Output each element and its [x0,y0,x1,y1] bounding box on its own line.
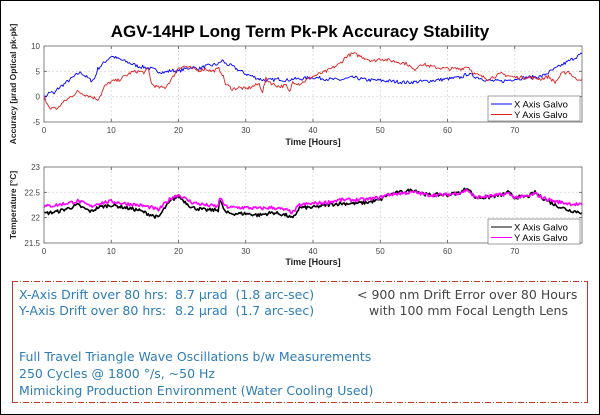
y-tick-label: 21.5 [24,239,40,248]
legend-label: Y Axis Galvo [514,110,568,121]
x-axis-label: Time [Hours] [285,257,340,267]
x-tick-label: 60 [443,247,452,256]
chart-title: AGV-14HP Long Term Pk-Pk Accuracy Stabil… [110,22,490,41]
drift-error-line2: with 100 mm Focal Length Lens [369,303,568,318]
x-tick-label: 30 [241,247,250,256]
x-tick-label: 10 [107,247,116,256]
y-tick-label: 0 [36,93,41,102]
y-tick-label: 22 [31,214,40,223]
note-oscillations: Full Travel Triangle Wave Oscillations b… [19,349,372,364]
y-tick-label: -5 [33,118,41,127]
x-tick-label: 0 [42,247,47,256]
axes-frame-0 [43,45,583,123]
x-tick-label: 40 [309,126,318,135]
x-tick-label: 70 [510,126,519,135]
y-axis-label: Accuracy [µrad Optical pk-pk] [8,24,18,145]
y-axis-label: Temperature [°C] [8,171,18,240]
x-tick-label: 0 [42,126,47,135]
series-line-y-axis-galvo [43,52,583,110]
x-tick-label: 50 [376,126,385,135]
x-tick-label: 20 [174,126,183,135]
x-tick-label: 40 [309,247,318,256]
y-tick-label: 23 [31,163,40,172]
x-tick-label: 20 [174,247,183,256]
y-tick-label: 5 [36,67,41,76]
y-drift-label: Y-Axis Drift over 80 hrs: [19,303,167,318]
note-environment: Mimicking Production Environment (Water … [19,383,374,398]
drift-error-line1: < 900 nm Drift Error over 80 Hours [357,287,578,302]
note-cycles: 250 Cycles @ 1800 °/s, ~50 Hz [19,366,215,381]
x-tick-label: 70 [510,247,519,256]
legend-label: X Axis Galvo [514,223,568,234]
legend-box [487,95,581,122]
y-drift-value: 8.2 µrad (1.7 arc-sec) [175,303,315,318]
x-tick-label: 10 [107,126,116,135]
series-line-y-axis-galvo [43,188,583,215]
x-drift-value: 8.7 µrad (1.8 arc-sec) [175,287,315,302]
x-tick-label: 60 [443,126,452,135]
x-axis-label: Time [Hours] [285,137,340,147]
x-tick-label: 30 [241,126,250,135]
legend-box [487,218,581,245]
series-line-x-axis-galvo [43,52,583,102]
legend-label: Y Axis Galvo [514,233,568,244]
axes-frame-1 [43,166,583,244]
y-tick-label: 10 [31,42,40,51]
x-tick-label: 50 [376,247,385,256]
info-box: X-Axis Drift over 80 hrs: 8.7 µrad (1.8 … [12,281,588,403]
legend-label: X Axis Galvo [514,100,568,111]
y-tick-label: 22.5 [24,188,40,197]
x-drift-label: X-Axis Drift over 80 hrs: [19,287,168,302]
